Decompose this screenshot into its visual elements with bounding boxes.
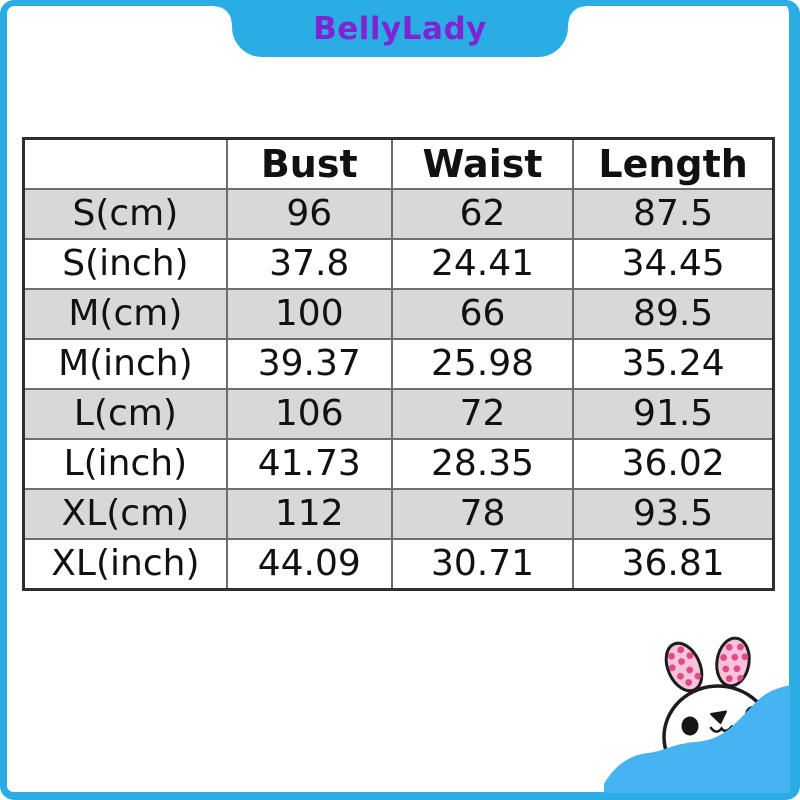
table-row: L(inch) 41.73 28.35 36.02 <box>22 438 775 490</box>
value-cell: 89.5 <box>572 288 775 340</box>
bunny-left-eye <box>681 716 699 736</box>
table-row: L(cm) 106 72 91.5 <box>22 388 775 440</box>
value-cell: 37.8 <box>225 238 393 290</box>
bunny-illustration <box>600 631 792 795</box>
value-cell: 106 <box>225 388 393 440</box>
row-label-cell: L(cm) <box>22 388 228 440</box>
column-header-cell: Bust <box>225 137 393 190</box>
value-cell: 30.71 <box>390 538 575 591</box>
value-cell: 34.45 <box>572 238 775 290</box>
table-row: XL(cm) 112 78 93.5 <box>22 488 775 540</box>
corner-header-cell <box>22 137 228 190</box>
size-chart-header-row: Bust Waist Length <box>22 137 775 190</box>
value-cell: 28.35 <box>390 438 575 490</box>
brand-tab: BellyLady <box>215 5 585 57</box>
value-cell: 35.24 <box>572 338 775 390</box>
brand-name: BellyLady <box>313 11 487 47</box>
table-row: M(inch) 39.37 25.98 35.24 <box>22 338 775 390</box>
value-cell: 62 <box>390 188 575 240</box>
row-label-cell: S(cm) <box>22 188 228 240</box>
value-cell: 96 <box>225 188 393 240</box>
value-cell: 41.73 <box>225 438 393 490</box>
bunny-nose <box>710 710 727 724</box>
value-cell: 93.5 <box>572 488 775 540</box>
tab-fillet-left <box>215 6 232 23</box>
value-cell: 66 <box>390 288 575 340</box>
value-cell: 36.81 <box>572 538 775 591</box>
value-cell: 25.98 <box>390 338 575 390</box>
row-label-cell: S(inch) <box>22 238 228 290</box>
value-cell: 44.09 <box>225 538 393 591</box>
value-cell: 24.41 <box>390 238 575 290</box>
size-chart-body: S(cm) 96 62 87.5 S(inch) 37.8 24.41 34.45 M(cm) 1… <box>22 188 775 591</box>
table-row: S(inch) 37.8 24.41 34.45 <box>22 238 775 290</box>
row-label-cell: M(cm) <box>22 288 228 340</box>
table-row: S(cm) 96 62 87.5 <box>22 188 775 240</box>
column-header-cell: Length <box>572 137 775 190</box>
row-label-cell: M(inch) <box>22 338 228 390</box>
tab-fillet-right <box>568 6 585 23</box>
value-cell: 100 <box>225 288 393 340</box>
row-label-cell: L(inch) <box>22 438 228 490</box>
column-header-cell: Waist <box>390 137 575 190</box>
value-cell: 39.37 <box>225 338 393 390</box>
value-cell: 87.5 <box>572 188 775 240</box>
value-cell: 72 <box>390 388 575 440</box>
table-row: XL(inch) 44.09 30.71 36.81 <box>22 538 775 591</box>
table-row: M(cm) 100 66 89.5 <box>22 288 775 340</box>
value-cell: 78 <box>390 488 575 540</box>
bunny-right-ear <box>715 636 751 688</box>
value-cell: 112 <box>225 488 393 540</box>
row-label-cell: XL(cm) <box>22 488 228 540</box>
bunny-left-ear <box>664 641 704 693</box>
row-label-cell: XL(inch) <box>22 538 228 591</box>
value-cell: 36.02 <box>572 438 775 490</box>
bunny-svg <box>600 636 792 795</box>
cloud-shape <box>600 685 792 795</box>
value-cell: 91.5 <box>572 388 775 440</box>
size-chart-table: Bust Waist Length S(cm) 96 62 87.5 S(inch) 37.8… <box>22 137 775 591</box>
